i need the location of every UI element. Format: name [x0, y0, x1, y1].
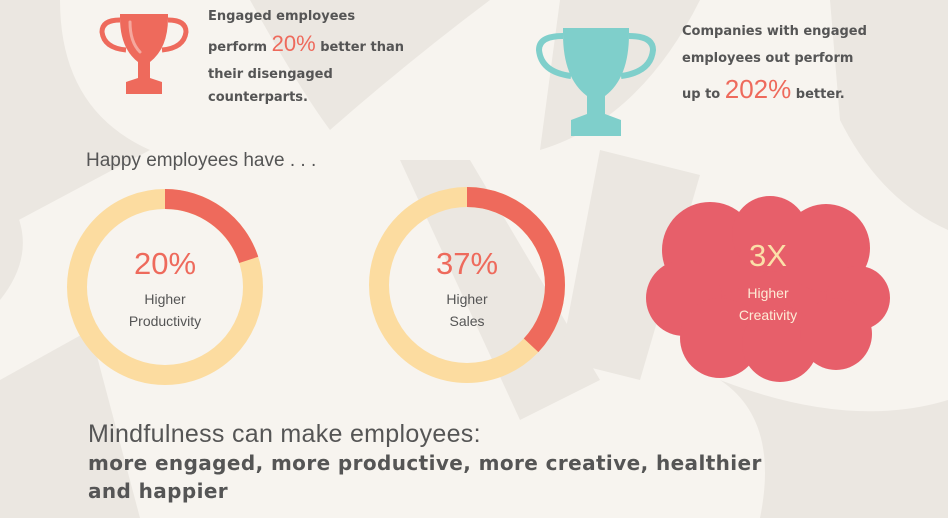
cloud-shape	[646, 196, 890, 382]
metric-label: Higher	[144, 291, 186, 307]
metric-label: Productivity	[128, 313, 202, 329]
metric-label: Higher	[446, 291, 488, 307]
bg-shape	[560, 150, 700, 380]
donut-label: 37% Higher Sales	[368, 246, 566, 332]
stat-value: 202%	[724, 74, 792, 104]
cloud-label: 3X Higher Creativity	[668, 238, 868, 326]
stat-line: perform 20% better than	[208, 30, 468, 61]
donut-arc	[67, 189, 263, 385]
stat-line: up to 202% better.	[682, 76, 922, 108]
bg-shape	[400, 160, 600, 420]
stat-pre: perform	[208, 40, 268, 55]
metric-value: 20%	[133, 246, 197, 281]
stat-line: Companies with engaged	[682, 24, 867, 39]
mindfulness-title: Mindfulness can make employees:	[88, 420, 481, 448]
stat-post: better than	[320, 40, 404, 55]
donut-chart	[369, 187, 565, 383]
happy-title: Happy employees have . . .	[86, 150, 317, 171]
stat-line: counterparts.	[208, 90, 308, 105]
stat-line: Engaged employees	[208, 9, 356, 24]
trophy-icon	[535, 28, 657, 136]
donut-arc	[369, 187, 565, 383]
stat-line: their disengaged	[208, 67, 333, 82]
stat-pre: up to	[682, 87, 721, 102]
bg-shape	[0, 0, 150, 230]
metric-label: Creativity	[738, 307, 798, 323]
stat-post: better.	[795, 87, 845, 102]
bg-shape	[0, 200, 23, 300]
metric-value: 3X	[749, 238, 787, 273]
bg-shape	[0, 330, 140, 518]
bg-shape	[250, 0, 490, 130]
donut-label: 20% Higher Productivity	[66, 246, 264, 332]
metric-label: Sales	[449, 313, 485, 329]
stat-engaged-employees: Engaged employees perform 20% better tha…	[208, 3, 468, 111]
metric-label: Higher	[747, 285, 789, 301]
mindfulness-body: more engaged, more productive, more crea…	[88, 451, 762, 503]
trophy-icon	[99, 14, 189, 94]
stat-value: 20%	[271, 31, 316, 56]
stat-companies: Companies with engaged employees out per…	[682, 18, 922, 108]
bg-shape	[830, 0, 948, 230]
bg-shape	[720, 380, 948, 518]
metric-value: 37%	[435, 246, 499, 281]
donut-chart	[67, 189, 263, 385]
stat-line: employees out perform	[682, 51, 854, 66]
